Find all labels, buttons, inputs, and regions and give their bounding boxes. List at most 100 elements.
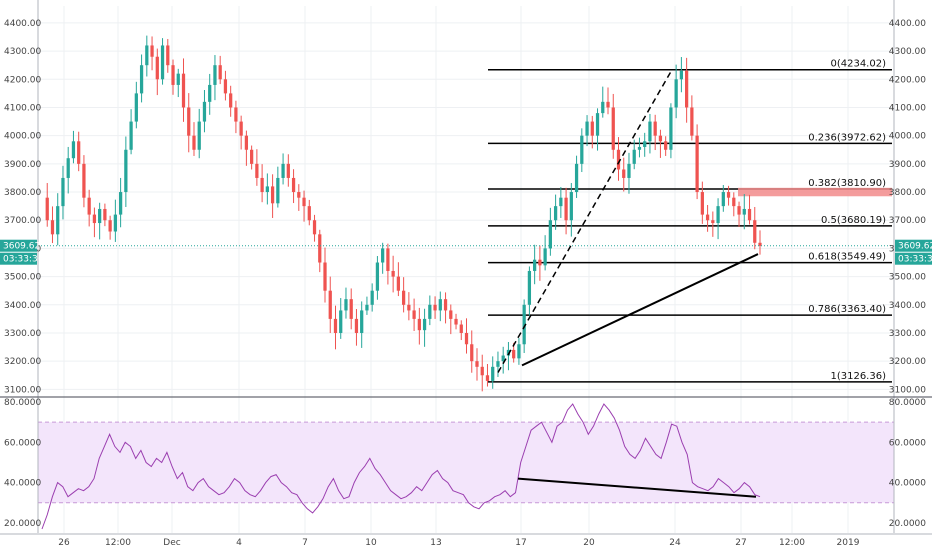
candle-body xyxy=(318,234,322,263)
candle-body xyxy=(192,135,196,150)
candle-body xyxy=(391,270,395,277)
candle-body xyxy=(475,361,479,367)
candle-body xyxy=(611,107,615,150)
fib-level-label: 0.236(3972.62) xyxy=(808,132,886,143)
time-tick: 27 xyxy=(735,538,746,548)
price-tags: 3609.62 03:33:36 3609.62 03:33:36 xyxy=(0,239,932,265)
candle-body xyxy=(202,101,207,122)
candle-body xyxy=(553,206,558,221)
candle-body xyxy=(485,375,490,381)
candle-body xyxy=(223,79,228,94)
last-price-tag xyxy=(0,239,37,252)
price-tick-left: 3900.00 xyxy=(4,160,41,170)
candle-body xyxy=(349,299,353,319)
price-tick-left: 4300.00 xyxy=(4,47,41,57)
time-tick: 24 xyxy=(669,538,681,548)
fib-level-label: 0.5(3680.19) xyxy=(821,215,886,226)
candle-body xyxy=(606,101,610,108)
candle-body xyxy=(601,101,605,114)
candle-body xyxy=(166,45,170,66)
candle-body xyxy=(569,192,573,221)
price-tick-left: 4200.00 xyxy=(4,75,41,85)
candle-body xyxy=(344,299,348,311)
candle-body xyxy=(412,310,416,319)
candle-body xyxy=(433,304,437,311)
candle-body xyxy=(365,304,369,311)
price-tick-right: 4300.00 xyxy=(889,47,926,57)
resistance-zone xyxy=(738,187,892,197)
time-tick: 26 xyxy=(58,538,70,548)
candle-body xyxy=(45,197,49,221)
candle-body xyxy=(522,304,526,345)
price-tick-right: 3900.00 xyxy=(889,160,926,170)
candle-body xyxy=(711,220,715,224)
countdown-tag xyxy=(0,252,37,265)
candle-body xyxy=(77,141,81,164)
candle-body xyxy=(124,149,128,193)
candle-body xyxy=(700,192,704,215)
candle-body xyxy=(139,65,144,94)
candle-body xyxy=(422,318,427,331)
candle-body xyxy=(113,214,117,232)
candle-body xyxy=(150,45,154,57)
candle-body xyxy=(281,163,285,178)
candle-body xyxy=(197,121,201,150)
candle-body xyxy=(145,45,149,66)
candle-body xyxy=(585,121,589,136)
fib-swing-line xyxy=(497,69,673,373)
candle-body xyxy=(726,192,731,198)
candle-body xyxy=(375,262,380,291)
candle-body xyxy=(590,121,594,136)
candle-body xyxy=(381,248,385,263)
candle-body xyxy=(695,135,699,193)
candle-body xyxy=(297,192,301,198)
price-tick-right: 3300.00 xyxy=(889,329,926,339)
candle-body xyxy=(354,318,359,333)
candle-body xyxy=(580,135,584,164)
candle-body xyxy=(134,93,138,122)
countdown-tag xyxy=(895,252,932,265)
candle-body xyxy=(244,135,249,150)
candle-body xyxy=(690,107,694,136)
candle-body xyxy=(208,84,212,102)
candle-body xyxy=(323,262,327,291)
price-tick-left: 3200.00 xyxy=(4,357,41,367)
fib-level-label: 0.618(3549.49) xyxy=(808,252,886,263)
candle-body xyxy=(92,214,97,224)
candle-body xyxy=(716,206,720,224)
rsi-band-fill xyxy=(38,422,894,503)
candle-body xyxy=(459,324,463,333)
rsi-line xyxy=(41,403,761,530)
candle-body xyxy=(501,355,505,362)
candle-body xyxy=(71,141,76,159)
time-tick: 10 xyxy=(365,538,377,548)
price-tick-left: 3100.00 xyxy=(4,385,41,395)
price-tick-right: 4000.00 xyxy=(889,132,926,142)
rsi-indicator xyxy=(41,403,761,530)
candle-body xyxy=(506,349,511,356)
candle-body xyxy=(669,107,673,150)
candle-body xyxy=(533,259,537,271)
candle-body xyxy=(674,79,678,108)
time-tick: 4 xyxy=(236,538,242,548)
candle-body xyxy=(595,113,600,136)
candle-body xyxy=(291,177,296,193)
candle-body xyxy=(742,208,746,215)
candle-body xyxy=(50,220,55,235)
time-tick: 12:00 xyxy=(105,538,131,548)
last-price-tag-text: 3609.62 xyxy=(3,242,40,252)
candle-body xyxy=(496,361,500,367)
candle-body xyxy=(239,121,243,136)
time-tick: 20 xyxy=(583,538,595,548)
time-tick: 7 xyxy=(302,538,308,548)
candle-body xyxy=(648,121,652,142)
candle-body xyxy=(328,290,332,319)
candle-body xyxy=(627,163,631,178)
candle-body xyxy=(643,141,647,147)
candle-body xyxy=(470,344,474,362)
candle-body xyxy=(87,197,91,215)
candle-body xyxy=(118,192,123,215)
candle-body xyxy=(155,56,159,80)
